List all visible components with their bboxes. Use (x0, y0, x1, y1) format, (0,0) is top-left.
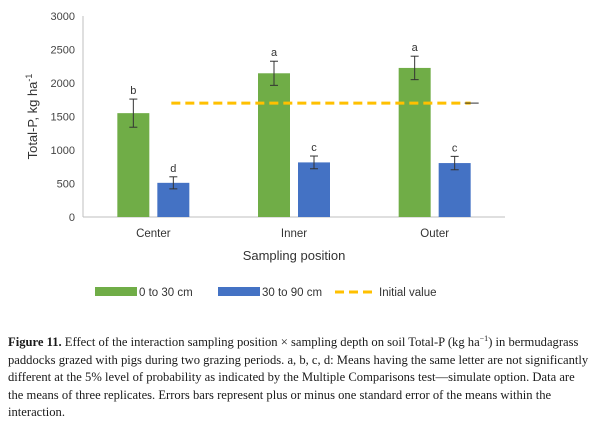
bars-group (117, 67, 471, 217)
significance-letter: a (271, 47, 278, 59)
x-tick-label: Outer (420, 228, 449, 240)
y-tick-label: 1500 (51, 112, 75, 124)
caption-sup: −1 (479, 333, 489, 343)
y-axis-title-main: Total-P, kg ha (25, 81, 40, 160)
y-axis: 0 500 1000 1500 2000 2500 3000 (51, 11, 84, 224)
error-bars-group (129, 55, 459, 190)
bar-chart: 0 500 1000 1500 2000 2500 3000 Center Inner Oute… (24, 11, 505, 299)
y-tick-label: 2000 (51, 78, 75, 90)
y-axis-title-sup: -1 (24, 74, 34, 82)
y-tick-label: 500 (57, 179, 75, 191)
y-tick-label: 2500 (51, 45, 75, 57)
bar (298, 162, 330, 217)
significance-letter: b (130, 85, 136, 97)
significance-letter: c (452, 142, 458, 154)
legend-label: 30 to 90 cm (262, 287, 322, 299)
legend-item: 0 to 30 cm (95, 287, 193, 299)
legend-label: Initial value (379, 287, 437, 299)
y-tick-label: 0 (69, 212, 75, 224)
y-tick-label: 1000 (51, 145, 75, 157)
x-tick-label: Center (136, 228, 171, 240)
caption-text-1: Effect of the interaction sampling posit… (61, 335, 480, 349)
x-axis: Center Inner Outer (83, 216, 505, 240)
legend-swatch (218, 287, 260, 296)
y-tick-label: 3000 (51, 11, 75, 23)
legend-swatch (95, 287, 137, 296)
legend-item: Initial value (335, 287, 437, 299)
significance-letter: d (170, 163, 176, 175)
x-axis-title: Sampling position (243, 248, 346, 263)
legend: 0 to 30 cm 30 to 90 cm Initial value (95, 287, 437, 299)
legend-item: 30 to 90 cm (218, 287, 322, 299)
x-tick-label: Inner (281, 228, 307, 240)
caption-text-2: ) in bermudagrass paddocks grazed with p… (8, 335, 589, 419)
caption-label: Figure 11. (8, 335, 62, 349)
y-axis-title: Total-P, kg ha-1 (24, 74, 40, 160)
bar (398, 67, 431, 217)
bar (438, 163, 471, 217)
significance-letter: c (311, 142, 317, 154)
figure-caption: Figure 11. Effect of the interaction sam… (8, 334, 592, 422)
bar (258, 73, 290, 217)
significance-letters-group: b a a d c c (130, 42, 458, 175)
bar (117, 113, 150, 217)
significance-letter: a (412, 42, 419, 54)
legend-label: 0 to 30 cm (139, 287, 193, 299)
